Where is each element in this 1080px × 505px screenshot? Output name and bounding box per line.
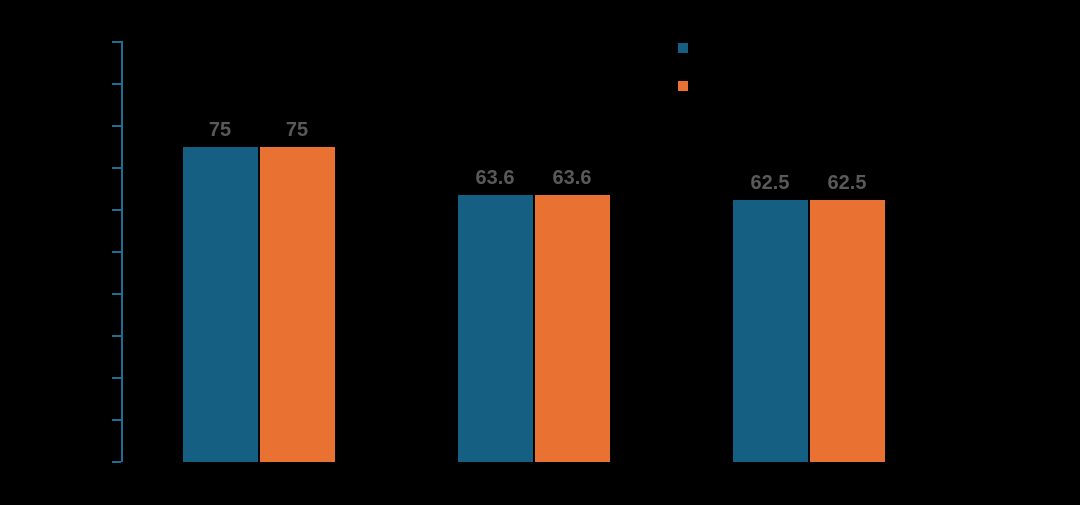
bar-series1-group1	[182, 147, 258, 462]
bar-series2-group1	[259, 147, 335, 462]
bar-series1-group3	[732, 199, 808, 462]
value-label: 75	[285, 119, 309, 141]
y-axis-tick	[112, 167, 121, 169]
y-axis-tick	[112, 41, 121, 43]
y-axis-tick	[112, 461, 121, 463]
y-axis-tick	[112, 83, 121, 85]
value-label: 75	[208, 119, 232, 141]
value-label: 63.6	[552, 166, 592, 189]
value-label: 63.6	[475, 166, 515, 189]
legend-swatch-series2-icon	[678, 81, 688, 91]
y-axis-tick	[112, 419, 121, 421]
bar-series2-group3	[809, 199, 885, 462]
y-axis-tick	[112, 209, 121, 211]
y-axis-tick	[112, 377, 121, 379]
y-axis-tick	[112, 251, 121, 253]
y-axis-line	[121, 41, 123, 462]
legend	[678, 43, 738, 103]
legend-swatch-series1-icon	[678, 43, 688, 53]
value-label: 62.5	[750, 171, 790, 194]
value-label: 62.5	[827, 171, 867, 194]
bar-series1-group2	[457, 194, 533, 462]
y-axis-tick	[112, 293, 121, 295]
y-axis-tick	[112, 335, 121, 337]
y-axis-tick	[112, 125, 121, 127]
bar-series2-group2	[534, 194, 610, 462]
